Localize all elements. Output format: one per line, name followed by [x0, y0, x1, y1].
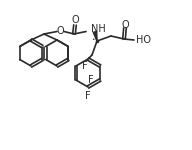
Text: F: F: [88, 75, 94, 85]
Text: HO: HO: [136, 35, 151, 45]
Text: F: F: [85, 91, 91, 101]
Text: O: O: [56, 26, 64, 36]
Text: F: F: [82, 61, 88, 71]
Text: NH: NH: [91, 24, 106, 34]
Text: O: O: [71, 15, 79, 25]
Polygon shape: [93, 32, 97, 41]
Text: •: •: [91, 38, 95, 42]
Text: O: O: [121, 20, 129, 30]
